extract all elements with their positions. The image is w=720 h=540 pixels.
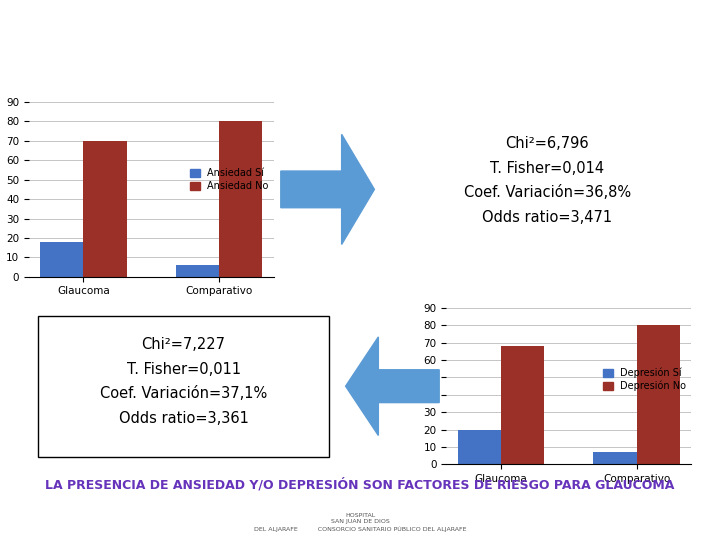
Bar xyxy=(457,430,501,464)
Text: Chi²=7,227
T. Fisher=0,011
Coef. Variación=37,1%
Odds ratio=3,361: Chi²=7,227 T. Fisher=0,011 Coef. Variaci… xyxy=(100,337,267,426)
Bar xyxy=(636,325,680,464)
Bar xyxy=(593,452,636,464)
Polygon shape xyxy=(346,337,439,435)
Bar xyxy=(176,265,219,276)
Legend: Depresión Sí, Depresión No: Depresión Sí, Depresión No xyxy=(603,368,686,392)
Legend: Ansiedad Sí, Ansiedad No: Ansiedad Sí, Ansiedad No xyxy=(190,168,269,191)
Bar xyxy=(84,141,127,276)
Text: RESULTADOS: distribución de frecuencias variables categóricas: RESULTADOS: distribución de frecuencias … xyxy=(40,59,680,77)
Text: LA PRESENCIA DE ANSIEDAD Y/O DEPRESIÓN SON FACTORES DE RIESGO PARA GLAUCOMA: LA PRESENCIA DE ANSIEDAD Y/O DEPRESIÓN S… xyxy=(45,478,675,491)
Text: Biomarcadores de estrés oxidativo y estilo de vida en pacientes con Glaucoma: Biomarcadores de estrés oxidativo y esti… xyxy=(99,14,621,28)
Bar xyxy=(501,346,544,464)
Text: Chi²=6,796
T. Fisher=0,014
Coef. Variación=36,8%
Odds ratio=3,471: Chi²=6,796 T. Fisher=0,014 Coef. Variaci… xyxy=(464,136,631,225)
Polygon shape xyxy=(281,134,374,245)
Bar xyxy=(40,242,84,276)
Bar xyxy=(219,122,263,276)
Text: HOSPITAL
SAN JUAN DE DIOS
DEL ALJARAFE          CONSORCIO SANITARIO PÚBLICO DEL : HOSPITAL SAN JUAN DE DIOS DEL ALJARAFE C… xyxy=(253,512,467,532)
